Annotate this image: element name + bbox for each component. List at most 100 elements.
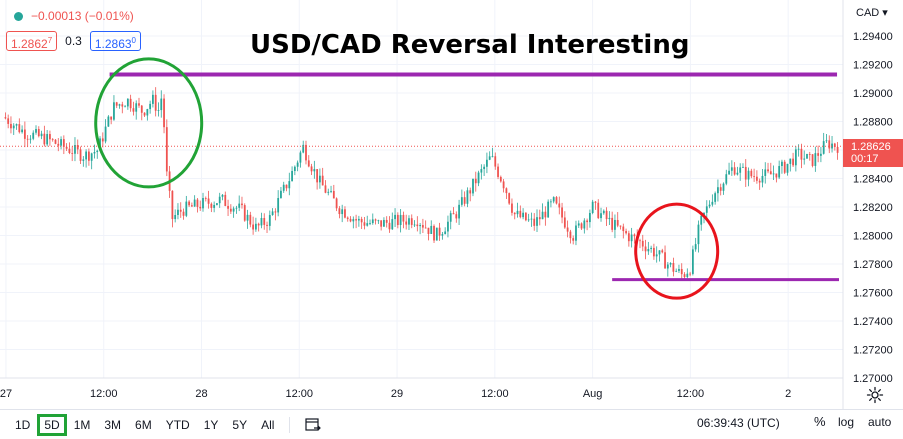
candle-body	[474, 178, 477, 184]
candle-body	[43, 133, 46, 145]
market-status-dot-icon	[14, 11, 23, 21]
utc-clock[interactable]: 06:39:43 (UTC)	[697, 416, 780, 430]
candle-body	[190, 205, 193, 207]
candle-body	[675, 270, 678, 272]
y-tick-label: 1.29400	[853, 31, 893, 43]
candle-body	[694, 244, 697, 250]
candle-body	[644, 246, 647, 252]
candle-body	[544, 211, 547, 218]
candle-body	[49, 134, 51, 140]
candle-body	[653, 247, 655, 257]
candle-body	[594, 201, 597, 203]
candle-body	[419, 225, 422, 227]
candle-body	[266, 224, 268, 226]
candle-body	[371, 219, 374, 224]
range-button-all[interactable]: All	[261, 417, 275, 432]
candle-body	[171, 190, 174, 220]
range-button-1y[interactable]: 1Y	[203, 417, 219, 432]
candle-body	[447, 221, 449, 232]
candle-body	[719, 187, 722, 191]
candle-body	[508, 193, 511, 204]
range-button-5y[interactable]: 5Y	[232, 417, 248, 432]
candle-body	[831, 143, 833, 149]
candle-body	[814, 153, 817, 166]
candle-body	[263, 218, 266, 225]
bid-price-pip: 7	[47, 36, 53, 45]
candle-body	[185, 201, 188, 216]
candle-body	[435, 227, 438, 241]
candle-body	[257, 223, 260, 226]
range-button-6m[interactable]: 6M	[135, 417, 152, 432]
ask-price-button[interactable]: 1.28630	[89, 31, 141, 51]
candle-body	[421, 225, 424, 228]
candle-body	[152, 94, 154, 104]
candle-body	[188, 201, 190, 206]
candle-body	[363, 222, 366, 226]
candle-body	[647, 248, 650, 252]
candle-body	[775, 173, 778, 178]
candle-body	[427, 227, 430, 234]
candle-body	[588, 213, 591, 223]
bid-ask-row: 1.28627 0.3 1.28630	[6, 31, 141, 51]
y-tick-label: 1.27200	[853, 345, 893, 357]
range-button-1m[interactable]: 1M	[73, 417, 91, 432]
candle-body	[580, 223, 583, 229]
candle-body	[207, 198, 210, 204]
candle-body	[794, 149, 797, 166]
candle-body	[23, 129, 26, 139]
candle-body	[519, 210, 522, 218]
candle-body	[177, 209, 179, 215]
percent-scale-button[interactable]: %	[814, 414, 826, 429]
x-tick-label: 12:00	[677, 388, 705, 400]
candle-body	[413, 224, 416, 226]
candle-body	[405, 221, 408, 225]
candle-body	[21, 129, 23, 133]
candle-body	[722, 183, 725, 191]
candle-body	[586, 220, 589, 223]
y-tick-label: 1.27400	[853, 316, 893, 328]
range-button-3m[interactable]: 3M	[104, 417, 122, 432]
x-tick-label: Aug	[583, 388, 603, 400]
candle-body	[76, 145, 79, 150]
candle-body	[274, 211, 277, 213]
date-range-icon[interactable]	[304, 416, 322, 434]
range-button-5d[interactable]: 5D	[37, 413, 67, 436]
candle-body	[550, 201, 552, 203]
candle-body	[87, 151, 90, 161]
currency-selector[interactable]: CAD ▾	[856, 7, 888, 19]
price-chart[interactable]: 1.294001.292001.290001.288001.286001.284…	[0, 0, 903, 409]
log-scale-button[interactable]: log	[838, 415, 855, 429]
candle-body	[822, 141, 825, 154]
gear-icon[interactable]	[866, 386, 884, 404]
candle-body	[37, 129, 40, 137]
candle-body	[678, 268, 680, 271]
range-button-1d[interactable]: 1D	[15, 417, 31, 432]
candle-body	[480, 169, 483, 173]
candle-body	[686, 273, 689, 278]
candle-body	[705, 206, 708, 213]
range-button-ytd[interactable]: YTD	[165, 417, 190, 432]
symbol-legend: −0.00013 (−0.01%)	[6, 6, 134, 26]
candle-body	[820, 153, 822, 156]
bid-price-button[interactable]: 1.28627	[6, 31, 58, 51]
candle-body	[416, 224, 419, 227]
candle-body	[792, 158, 794, 166]
candle-body	[619, 225, 622, 227]
candle-body	[149, 103, 152, 110]
candle-body	[828, 140, 831, 149]
candle-body	[742, 166, 744, 168]
candle-body	[163, 98, 165, 128]
candle-body	[321, 175, 324, 186]
candle-body	[600, 213, 602, 219]
candle-body	[293, 166, 296, 171]
candle-body	[4, 117, 7, 119]
candle-body	[491, 156, 494, 158]
candle-body	[683, 274, 686, 278]
auto-scale-button[interactable]: auto	[868, 415, 892, 429]
candle-body	[396, 214, 399, 226]
candle-body	[302, 144, 305, 153]
candle-body	[803, 158, 806, 160]
bottom-toolbar: 1D 5D 1M 3M 6M YTD 1Y 5Y All 06:39:43 (UTC) % lo…	[0, 409, 903, 439]
candle-body	[577, 223, 580, 226]
